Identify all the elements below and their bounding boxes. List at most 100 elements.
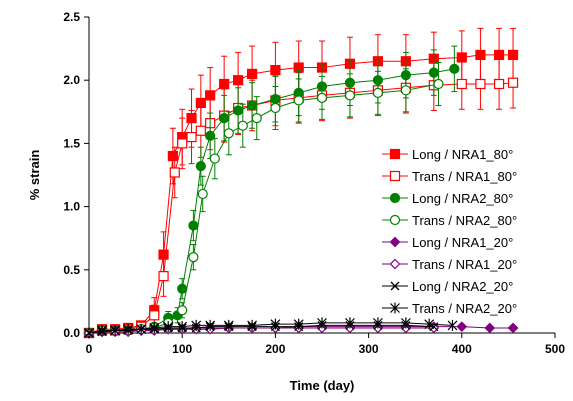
series-4 — [83, 62, 444, 339]
series-line — [88, 83, 439, 334]
data-point — [372, 87, 384, 98]
legend-label: Long / NRA2_20° — [412, 279, 513, 294]
series-8 — [84, 317, 458, 339]
y-tick-label: 0.0 — [63, 326, 80, 340]
data-point — [237, 120, 248, 131]
data-point — [247, 100, 258, 111]
x-tick-label: 0 — [86, 342, 93, 356]
data-point — [223, 319, 234, 331]
series-line — [88, 82, 514, 334]
data-point — [110, 324, 121, 336]
data-point — [475, 78, 486, 90]
legend-item: Trans / NRA1_20° — [382, 257, 517, 272]
legend-item: Trans / NRA2_80° — [382, 213, 517, 228]
legend-marker — [390, 302, 400, 314]
y-tick-label: 2.5 — [63, 10, 80, 24]
data-point — [251, 113, 262, 124]
data-point — [400, 317, 411, 329]
x-tick-label: 400 — [452, 342, 472, 356]
data-point — [191, 319, 202, 331]
data-point — [219, 78, 230, 90]
data-point — [84, 327, 94, 339]
legend-item: Long / NRA1_80° — [382, 147, 513, 162]
series-line — [88, 322, 453, 334]
data-point — [195, 161, 206, 172]
legend-item: Long / NRA2_80° — [382, 191, 513, 206]
data-point — [188, 252, 199, 263]
data-point — [233, 105, 244, 116]
data-point — [163, 321, 174, 333]
legend-item: Trans / NRA2_20° — [382, 301, 517, 316]
legend: Long / NRA1_80° Trans / NRA1_80° Long / NR… — [382, 147, 517, 316]
data-point — [344, 90, 356, 101]
data-point — [136, 323, 147, 335]
data-point — [158, 271, 169, 282]
data-point — [209, 153, 220, 164]
data-point — [219, 113, 230, 124]
data-point — [167, 150, 178, 162]
legend-label: Trans / NRA1_80° — [412, 169, 517, 184]
data-point — [186, 131, 197, 143]
legend-label: Trans / NRA1_20° — [412, 257, 517, 272]
data-point — [270, 318, 281, 330]
legend-marker — [389, 236, 401, 248]
data-point — [449, 63, 460, 74]
legend-label: Long / NRA1_20° — [412, 235, 513, 250]
data-point — [149, 322, 160, 334]
y-tick-label: 0.5 — [63, 263, 80, 277]
data-point — [424, 318, 435, 330]
legend-marker — [389, 148, 401, 160]
legend-item: Trans / NRA1_80° — [382, 169, 517, 184]
data-point — [456, 78, 467, 90]
data-point — [97, 324, 107, 336]
data-point — [177, 283, 188, 294]
data-point — [195, 125, 206, 136]
data-point — [456, 321, 468, 333]
data-point — [372, 317, 383, 329]
legend-label: Long / NRA2_80° — [412, 191, 513, 206]
data-point — [493, 49, 505, 61]
x-axis-title: Time (day) — [290, 378, 355, 393]
legend-marker — [390, 281, 400, 291]
legend-marker — [389, 170, 401, 182]
data-point — [507, 77, 519, 88]
y-axis-title: % strain — [27, 150, 42, 201]
data-point — [316, 92, 328, 103]
series-layer — [83, 27, 519, 339]
data-point — [270, 102, 281, 114]
data-point — [270, 64, 281, 76]
data-point — [149, 310, 160, 321]
legend-label: Trans / NRA2_20° — [412, 301, 517, 316]
legend-label: Trans / NRA2_80° — [412, 213, 517, 228]
data-point — [247, 68, 258, 79]
data-point — [400, 85, 411, 96]
data-point — [428, 67, 439, 78]
data-point — [223, 128, 234, 139]
x-tick-label: 100 — [172, 342, 192, 356]
legend-marker — [389, 192, 401, 204]
data-point — [177, 321, 188, 333]
data-point — [169, 167, 180, 178]
data-point — [484, 322, 496, 334]
axes: 0 100 200 300 400 500 0.0 0.5 1.0 1.5 2.0 2.5 — [63, 10, 565, 356]
data-point — [123, 323, 134, 335]
data-point — [317, 317, 327, 329]
legend-label: Long / NRA1_80° — [412, 147, 513, 162]
x-tick-label: 200 — [265, 342, 285, 356]
data-point — [345, 317, 355, 329]
legend-item: Long / NRA1_20° — [382, 235, 513, 250]
data-point — [177, 138, 188, 149]
x-tick-label: 500 — [545, 342, 565, 356]
data-point — [475, 49, 486, 61]
x-tick-label: 300 — [359, 342, 379, 356]
y-tick-label: 1.0 — [63, 200, 80, 214]
data-point — [293, 95, 304, 106]
legend-marker — [389, 214, 401, 226]
data-point — [205, 319, 216, 331]
legend-item: Long / NRA2_20° — [382, 279, 513, 294]
data-point — [433, 78, 444, 90]
y-tick-label: 1.5 — [63, 136, 80, 150]
series-1 — [83, 27, 519, 339]
data-point — [493, 78, 505, 90]
